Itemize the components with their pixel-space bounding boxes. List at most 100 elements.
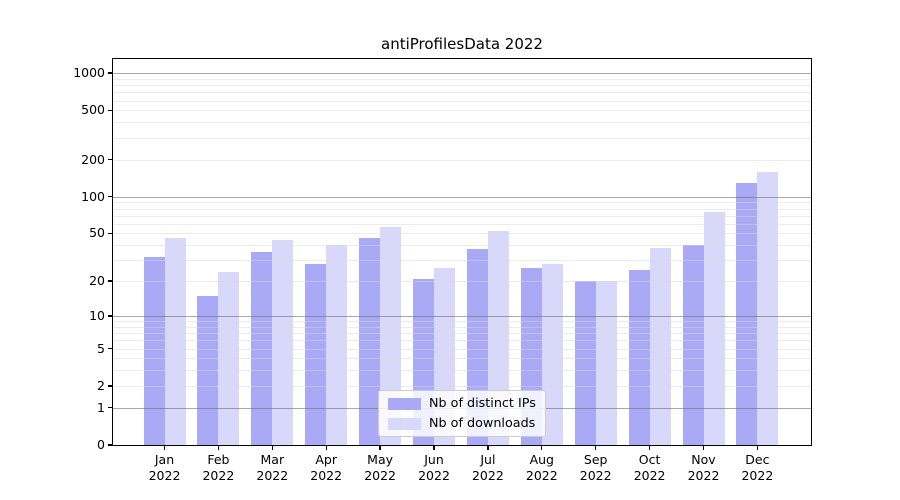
x-axis-tick-nov: [702, 446, 705, 450]
bar-nb-of-downloads-jan: [164, 237, 186, 445]
y-axis-tick-label-500: 500: [81, 102, 105, 118]
y-axis-tick-1: [108, 407, 112, 409]
x-axis-tick-aug: [541, 446, 543, 450]
gridline-minor-2: [113, 385, 811, 387]
gridline-minor-3: [113, 370, 811, 372]
gridline-minor-500: [113, 110, 811, 112]
x-axis-tick-label-may: May 2022: [364, 452, 396, 483]
y-axis-tick-label-1: 1: [97, 399, 105, 415]
bar-nb-of-distinct-ips-may: [359, 237, 381, 445]
x-axis-tick-label-aug: Aug 2022: [525, 452, 558, 483]
bar-nb-of-downloads-apr: [326, 245, 348, 445]
gridline-minor-6: [113, 340, 811, 342]
legend-item-downloads: Nb of downloads: [388, 416, 536, 431]
x-axis-tick-sep: [595, 446, 597, 450]
legend-swatch-downloads: [388, 417, 421, 430]
y-axis-tick-5: [108, 347, 112, 350]
y-axis-tick-label-2: 2: [97, 377, 105, 393]
gridline-minor-60: [113, 223, 811, 225]
y-axis-tick-label-50: 50: [89, 225, 105, 241]
y-axis-tick-20: [108, 280, 112, 282]
bar-nb-of-downloads-oct: [649, 247, 671, 445]
y-axis-tick-2: [108, 385, 112, 387]
gridline-minor-80: [113, 208, 811, 210]
y-axis-tick-0: [108, 444, 112, 446]
y-axis-tick-label-10: 10: [89, 307, 105, 323]
x-axis-tick-may: [379, 446, 381, 450]
bar-nb-of-downloads-feb: [218, 271, 240, 445]
legend-swatch-distinct-ips: [388, 397, 421, 410]
gridline-minor-700: [113, 92, 811, 94]
gridline-minor-7: [113, 333, 811, 335]
x-axis-tick-mar: [271, 446, 273, 450]
y-axis-tick-50: [108, 232, 112, 235]
gridline-minor-4: [113, 358, 811, 360]
x-axis-tick-label-dec: Dec 2022: [741, 452, 774, 483]
gridline-minor-200: [113, 159, 811, 161]
gridline-minor-600: [113, 100, 811, 102]
gridline-minor-800: [113, 85, 811, 87]
legend-label-downloads: Nb of downloads: [429, 416, 536, 431]
gridline-minor-50: [113, 233, 811, 235]
gridline-minor-900: [113, 78, 811, 80]
x-axis-tick-label-apr: Apr 2022: [310, 452, 343, 483]
gridline-minor-40: [113, 245, 811, 247]
y-axis-tick-500: [108, 109, 112, 112]
bar-nb-of-downloads-nov: [703, 211, 725, 445]
gridline-minor-90: [113, 202, 811, 204]
gridline-minor-9: [113, 321, 811, 323]
x-axis-tick-label-jun: Jun 2022: [418, 452, 450, 483]
bar-nb-of-distinct-ips-apr: [305, 263, 327, 445]
x-axis-tick-jan: [163, 446, 166, 450]
bar-nb-of-distinct-ips-sep: [574, 281, 596, 445]
y-axis-tick-100: [108, 195, 112, 198]
gridline-major-1000: [113, 73, 811, 75]
x-axis-tick-label-sep: Sep 2022: [579, 452, 612, 483]
y-axis-tick-1000: [108, 72, 112, 74]
gridline-minor-5: [113, 348, 811, 350]
plot-area: [112, 58, 812, 446]
y-axis-tick-label-5: 5: [97, 340, 105, 356]
x-axis-tick-jun: [433, 446, 435, 450]
gridline-major-100: [113, 196, 811, 198]
gridline-minor-400: [113, 122, 811, 124]
x-axis-tick-dec: [756, 446, 759, 450]
gridline-major-10: [113, 315, 811, 317]
y-axis-tick-label-0: 0: [97, 437, 105, 452]
y-axis-tick-label-100: 100: [81, 188, 105, 204]
bar-nb-of-distinct-ips-mar: [251, 252, 273, 445]
bar-nb-of-downloads-sep: [595, 281, 617, 445]
legend-item-distinct-ips: Nb of distinct IPs: [388, 396, 536, 411]
x-axis-tick-apr: [325, 446, 327, 450]
bar-nb-of-downloads-mar: [272, 240, 294, 445]
x-axis-tick-feb: [217, 446, 220, 450]
gridline-minor-300: [113, 137, 811, 139]
x-axis-tick-label-jan: Jan 2022: [148, 452, 181, 483]
gridline-minor-70: [113, 215, 811, 217]
bar-nb-of-distinct-ips-nov: [682, 245, 704, 445]
gridline-minor-8: [113, 326, 811, 328]
legend-label-distinct-ips: Nb of distinct IPs: [429, 396, 536, 411]
x-axis-tick-label-mar: Mar 2022: [256, 452, 289, 483]
bar-nb-of-distinct-ips-jan: [143, 256, 165, 445]
y-axis-tick-200: [108, 158, 112, 161]
y-axis-tick-10: [108, 315, 112, 317]
x-axis-tick-label-oct: Oct 2022: [633, 452, 666, 483]
bar-nb-of-distinct-ips-dec: [736, 183, 758, 445]
chart-title: antiProfilesData 2022: [381, 35, 543, 53]
gridline-minor-30: [113, 260, 811, 262]
x-axis-tick-oct: [648, 446, 651, 450]
y-axis-tick-label-20: 20: [89, 273, 105, 289]
x-axis-tick-jul: [487, 446, 489, 450]
bar-nb-of-distinct-ips-oct: [628, 269, 650, 445]
x-axis-tick-label-jul: Jul 2022: [471, 452, 504, 483]
bar-nb-of-downloads-dec: [757, 171, 779, 445]
gridline-minor-20: [113, 281, 811, 283]
legend: Nb of distinct IPs Nb of downloads: [378, 390, 546, 437]
x-axis-tick-label-nov: Nov 2022: [687, 452, 720, 483]
bar-nb-of-downloads-aug: [541, 263, 563, 445]
y-axis-tick-label-200: 200: [81, 151, 105, 167]
x-axis-tick-label-feb: Feb 2022: [202, 452, 235, 483]
y-axis-tick-label-1000: 1000: [73, 65, 105, 81]
